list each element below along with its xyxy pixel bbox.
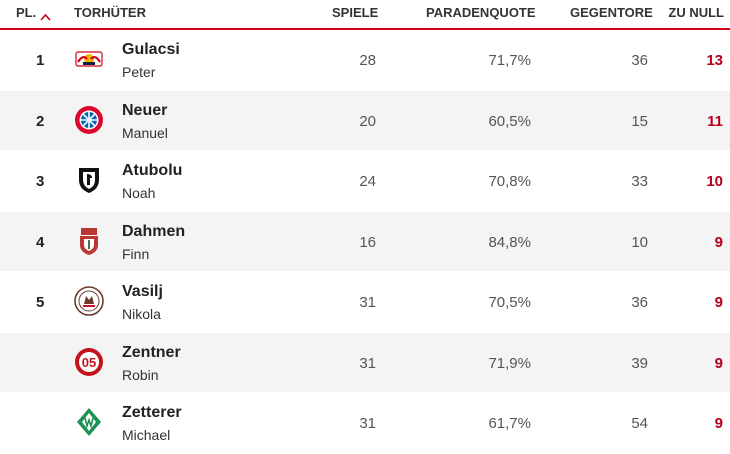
keeper-last-name[interactable]: Gulacsi — [122, 41, 180, 58]
games-cell: 16 — [359, 233, 376, 251]
table-row[interactable]: 5 Vasilj Nikola 31 70,5% 36 9 — [0, 272, 730, 333]
conceded-column-header[interactable]: GEGENTORE — [570, 5, 653, 20]
keeper-first-name: Manuel — [122, 124, 168, 141]
rank-column-header[interactable]: PL. — [16, 5, 51, 21]
conceded-cell: 39 — [631, 354, 648, 372]
table-row[interactable]: 05 Zentner Robin 31 71,9% 39 9 — [0, 332, 730, 393]
werder-logo-icon — [74, 407, 104, 437]
table-row[interactable]: 3 Atubolu Noah 24 70,8% 33 10 — [0, 151, 730, 212]
table-row[interactable]: 4 Dahmen Finn 16 84,8% 10 9 — [0, 211, 730, 272]
mainz-logo-icon: 05 — [74, 347, 104, 377]
clean-sheets-cell: 9 — [714, 233, 723, 251]
table-row[interactable]: 1 Gulacsi Peter 28 71,7% 36 13 — [0, 30, 730, 91]
save-rate-cell: 84,8% — [488, 233, 531, 251]
keeper-first-name: Finn — [122, 245, 150, 262]
augsburg-logo-icon — [74, 226, 104, 256]
games-cell: 24 — [359, 173, 376, 190]
keeper-first-name: Michael — [122, 427, 171, 443]
save-rate-cell: 70,5% — [488, 294, 531, 311]
keeper-first-name: Peter — [122, 64, 156, 80]
keeper-first-name: Nikola — [122, 306, 161, 322]
bayern-logo-icon — [74, 105, 104, 135]
rank-header-label: PL. — [16, 5, 37, 20]
save-rate-cell: 60,5% — [488, 112, 531, 130]
games-cell: 28 — [359, 52, 376, 69]
keeper-first-name: Robin — [122, 366, 159, 383]
caret-up-icon[interactable] — [40, 9, 51, 21]
rank-cell: 1 — [36, 52, 45, 69]
conceded-cell: 33 — [631, 173, 648, 190]
keeper-last-name[interactable]: Zetterer — [122, 404, 182, 421]
st-pauli-logo-icon — [74, 286, 104, 316]
clean-sheets-cell: 9 — [714, 294, 723, 311]
games-cell: 31 — [359, 294, 376, 311]
save-rate-column-header[interactable]: PARADENQUOTE — [426, 5, 536, 20]
clean-sheets-cell: 9 — [714, 354, 723, 372]
rb-leipzig-logo-icon — [74, 44, 104, 74]
freiburg-logo-icon — [74, 165, 104, 195]
conceded-cell: 10 — [631, 233, 648, 251]
games-cell: 20 — [359, 112, 376, 130]
games-cell: 31 — [359, 415, 376, 432]
save-rate-cell: 61,7% — [488, 415, 531, 432]
keeper-last-name[interactable]: Vasilj — [122, 283, 163, 300]
keeper-last-name[interactable]: Zentner — [122, 343, 181, 361]
clean-sheets-cell: 11 — [707, 112, 723, 130]
conceded-cell: 15 — [631, 112, 648, 130]
clean-sheets-cell: 13 — [706, 52, 723, 69]
clean-sheets-cell: 9 — [714, 415, 723, 432]
conceded-cell: 36 — [631, 52, 648, 69]
keeper-last-name[interactable]: Neuer — [122, 101, 168, 119]
save-rate-cell: 71,9% — [488, 354, 531, 372]
save-rate-cell: 70,8% — [488, 173, 531, 190]
table-row[interactable]: 2 Neuer Manuel 20 60,5% 15 11 — [0, 90, 730, 151]
table-header: PL. TORHÜTER SPIELE PARADENQUOTE GEGENTO… — [0, 0, 730, 30]
keeper-column-header[interactable]: TORHÜTER — [74, 5, 146, 20]
games-cell: 31 — [359, 354, 376, 372]
rank-cell: 4 — [36, 233, 45, 251]
save-rate-cell: 71,7% — [488, 52, 531, 69]
conceded-cell: 54 — [631, 415, 648, 432]
keeper-last-name[interactable]: Dahmen — [122, 222, 186, 240]
svg-text:05: 05 — [82, 355, 96, 370]
clean-sheets-cell: 10 — [706, 173, 723, 190]
rank-cell: 2 — [36, 112, 45, 130]
rank-cell: 5 — [36, 294, 45, 311]
keeper-first-name: Noah — [122, 185, 156, 201]
keeper-last-name[interactable]: Atubolu — [122, 162, 183, 179]
table-row[interactable]: Zetterer Michael 31 61,7% 54 9 — [0, 393, 730, 454]
rank-cell: 3 — [36, 173, 45, 190]
conceded-cell: 36 — [631, 294, 648, 311]
clean-sheets-column-header[interactable]: ZU NULL — [668, 5, 724, 20]
games-column-header[interactable]: SPIELE — [332, 5, 379, 20]
